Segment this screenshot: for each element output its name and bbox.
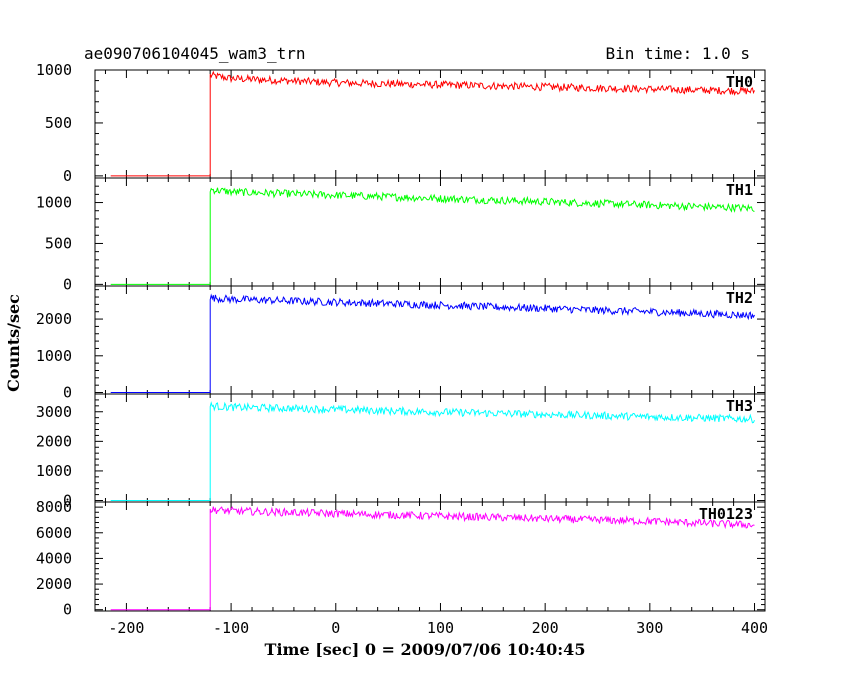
panel-frame (94, 177, 766, 287)
x-tick-label: 100 (427, 619, 454, 637)
y-tick-label: 6000 (36, 524, 72, 542)
panel-frame (94, 501, 766, 612)
y-tick-label: 2000 (36, 310, 72, 328)
y-tick-label: 3000 (36, 403, 72, 421)
panel-label: TH1 (726, 181, 753, 199)
x-tick-label: -100 (213, 619, 249, 637)
y-tick-label: 4000 (36, 549, 72, 567)
x-tick-label: -200 (108, 619, 144, 637)
y-tick-label: 0 (63, 167, 72, 185)
y-tick-label: 2000 (36, 432, 72, 450)
series-line-th1 (110, 187, 755, 285)
series-line-th0 (110, 70, 755, 177)
y-tick-label: 1000 (36, 61, 72, 79)
panel-frame (94, 69, 766, 179)
x-tick-label: 0 (331, 619, 340, 637)
x-tick-label: 300 (636, 619, 663, 637)
panel-label: TH0 (726, 73, 753, 91)
x-tick-label: 400 (741, 619, 768, 637)
chart-title: ae090706104045_wam3_trn (84, 44, 306, 63)
panel-frame (94, 393, 766, 503)
panel-th0: 0 500 1000 TH0 (36, 61, 766, 185)
series-line-th3 (110, 401, 755, 501)
y-tick-label: 0 (63, 384, 72, 402)
y-tick-label: 0 (63, 492, 72, 510)
series-line-th0123 (110, 505, 755, 611)
y-tick-label: 1000 (36, 194, 72, 212)
bin-time-label: Bin time: 1.0 s (606, 44, 751, 63)
panels-group: 05001000TH005001000TH1010002000TH2010002… (36, 61, 768, 637)
panel-th0123: 0 2000 4000 6000 8000 TH0123 (36, 498, 766, 619)
y-tick-label: 500 (45, 114, 72, 132)
x-axis-label: Time [sec] 0 = 2009/07/06 10:40:45 (265, 640, 586, 659)
y-tick-label: 0 (63, 275, 72, 293)
panel-label: TH2 (726, 289, 753, 307)
y-tick-label: 8000 (36, 498, 72, 516)
y-axis-label: Counts/sec (4, 294, 23, 392)
panel-frame (94, 285, 766, 395)
x-tick-label: 200 (532, 619, 559, 637)
panel-th1: 0 500 1000 TH1 (36, 177, 766, 293)
panel-label: TH0123 (699, 505, 753, 523)
y-tick-label: 1000 (36, 347, 72, 365)
y-tick-label: 1000 (36, 462, 72, 480)
y-tick-label: 2000 (36, 575, 72, 593)
panel-th3: 0 1000 2000 3000 TH3 (36, 393, 766, 510)
panel-label: TH3 (726, 397, 753, 415)
series-line-th2 (110, 293, 755, 393)
y-tick-label: 0 (63, 601, 72, 619)
y-tick-label: 500 (45, 234, 72, 252)
panel-th2: 0 1000 2000 TH2 (36, 285, 766, 402)
